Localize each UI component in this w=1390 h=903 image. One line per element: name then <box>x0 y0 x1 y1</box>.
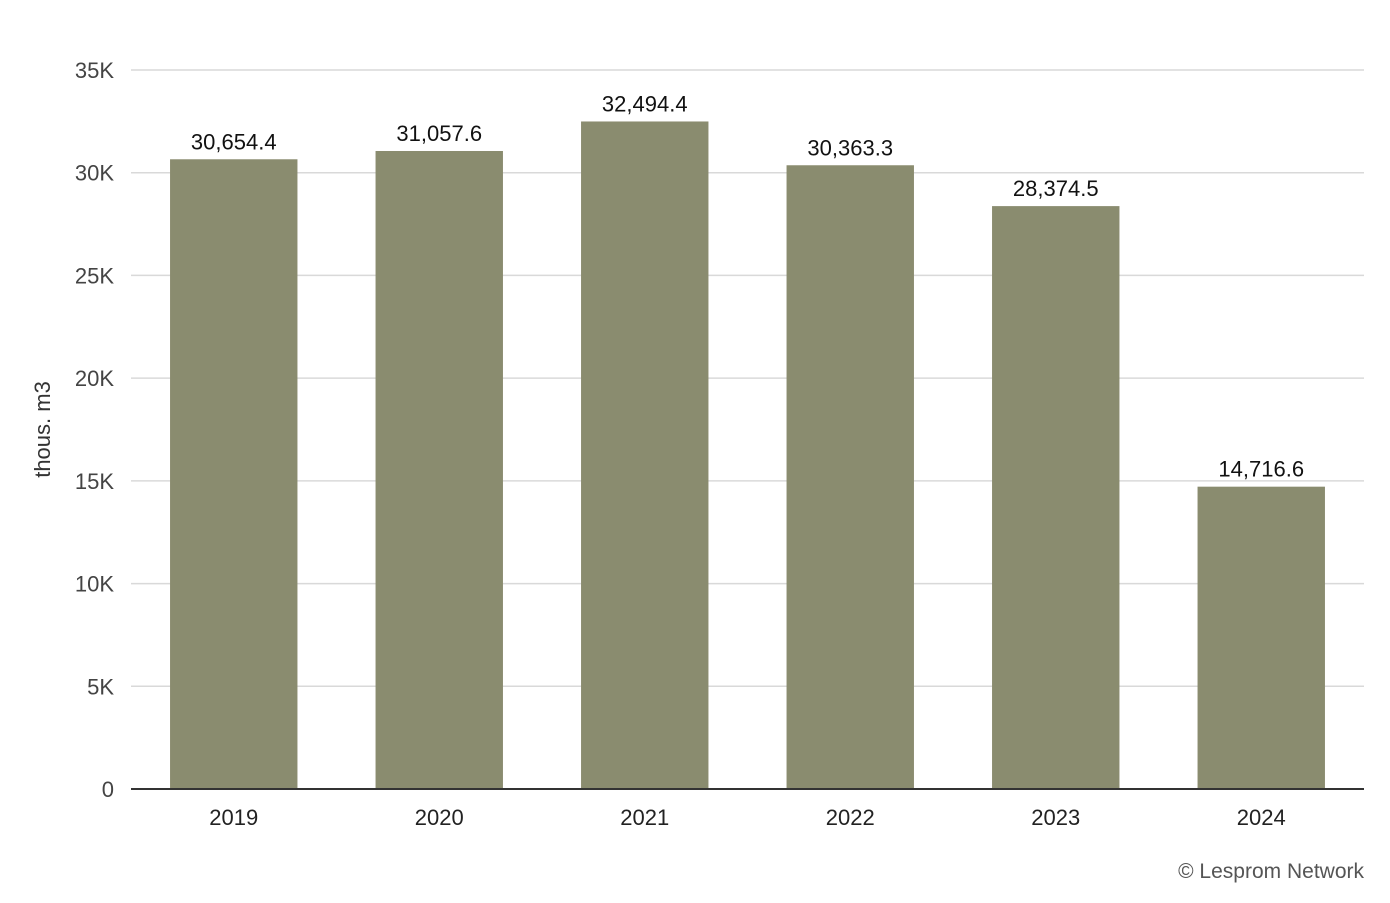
y-tick-label: 5K <box>87 674 114 699</box>
bar-2022 <box>786 165 914 789</box>
bar-2019 <box>170 159 298 789</box>
x-tick-label-2020: 2020 <box>415 805 464 830</box>
data-labels: 30,654.4 31,057.6 32,494.4 30,363.3 28,374.5… <box>191 91 1304 481</box>
y-tick-label: 25K <box>75 263 114 288</box>
y-tick-label: 15K <box>75 469 114 494</box>
y-tick-label: 0 <box>102 777 114 802</box>
data-label-2021: 32,494.4 <box>602 91 688 116</box>
data-label-2022: 30,363.3 <box>807 135 893 160</box>
bar-2024 <box>1197 486 1325 789</box>
data-label-2019: 30,654.4 <box>191 129 277 154</box>
y-tick-label: 20K <box>75 366 114 391</box>
gridlines <box>131 69 1364 688</box>
data-label-2020: 31,057.6 <box>396 121 482 146</box>
x-tick-label-2023: 2023 <box>1031 805 1080 830</box>
x-axis: 2019 2020 2021 2022 2023 2024 <box>131 788 1364 830</box>
x-tick-label-2022: 2022 <box>826 805 875 830</box>
data-label-2023: 28,374.5 <box>1013 176 1099 201</box>
bar-2020 <box>375 150 503 789</box>
data-label-2024: 14,716.6 <box>1218 457 1304 482</box>
y-tick-label: 10K <box>75 572 114 597</box>
source-credit: © Lesprom Network <box>1178 860 1364 883</box>
x-tick-label-2021: 2021 <box>620 805 669 830</box>
bars <box>170 121 1325 790</box>
y-tick-label: 35K <box>75 58 114 83</box>
x-tick-label-2024: 2024 <box>1237 805 1286 830</box>
bar-2023 <box>992 206 1120 790</box>
y-axis-title: thous. m3 <box>30 381 55 478</box>
x-tick-label-2019: 2019 <box>209 805 258 830</box>
y-axis: 0 5K 10K 15K 20K 25K 30K 35K <box>75 58 114 802</box>
y-tick-label: 30K <box>75 161 114 186</box>
bar-2021 <box>581 121 709 790</box>
